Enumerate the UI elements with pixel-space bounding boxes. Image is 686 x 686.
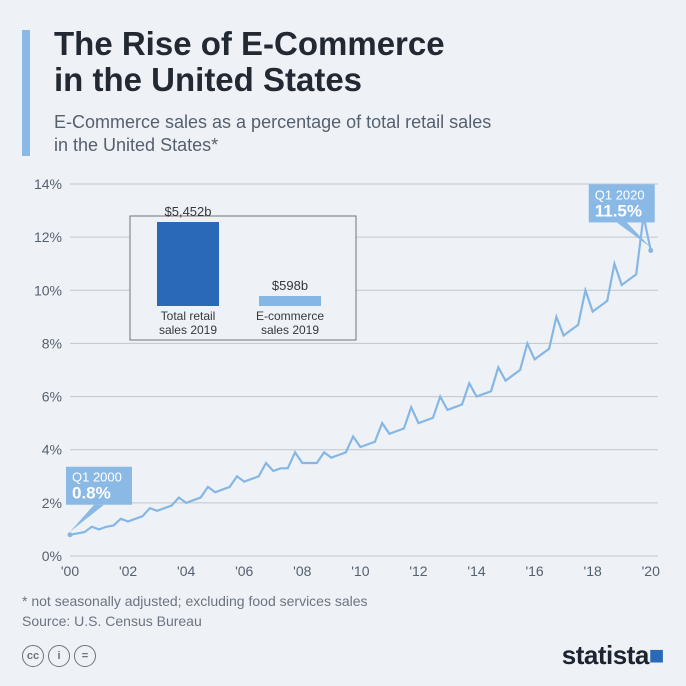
svg-text:11.5%: 11.5% [595, 201, 642, 220]
title-line2: in the United States [54, 61, 362, 98]
svg-text:'10: '10 [351, 563, 369, 579]
accent-bar [22, 30, 30, 156]
svg-text:0%: 0% [42, 548, 62, 564]
svg-text:$5,452b: $5,452b [165, 204, 212, 219]
line-chart: 0% 2% 4% 6% 8% 10% 12% 14% '00 '02 '04 '06 '08 '10 '12… [22, 178, 664, 582]
svg-text:'20: '20 [642, 563, 660, 579]
subtitle-line1: E-Commerce sales as a percentage of tota… [54, 112, 491, 132]
page-subtitle: E-Commerce sales as a percentage of tota… [36, 111, 650, 158]
svg-text:'12: '12 [409, 563, 427, 579]
svg-text:12%: 12% [34, 229, 62, 245]
attribution-icon: i [48, 645, 70, 667]
svg-text:'14: '14 [467, 563, 485, 579]
page-title: The Rise of E-Commerce in the United Sta… [36, 26, 650, 99]
cc-license-icons: cc i = [22, 645, 96, 667]
svg-text:'18: '18 [584, 563, 602, 579]
svg-text:sales 2019: sales 2019 [261, 323, 319, 337]
svg-text:Total retail: Total retail [161, 309, 216, 323]
brand-logo: statista■ [562, 640, 664, 671]
footer: * not seasonally adjusted; excluding foo… [22, 592, 664, 631]
svg-text:10%: 10% [34, 282, 62, 298]
svg-text:sales 2019: sales 2019 [159, 323, 217, 337]
title-line1: The Rise of E-Commerce [54, 25, 445, 62]
svg-text:4%: 4% [42, 442, 62, 458]
svg-text:'16: '16 [525, 563, 543, 579]
svg-text:2%: 2% [42, 495, 62, 511]
svg-text:0.8%: 0.8% [72, 484, 111, 503]
svg-text:'02: '02 [119, 563, 137, 579]
cc-icon: cc [22, 645, 44, 667]
svg-text:Q1 2020: Q1 2020 [595, 187, 645, 202]
nd-icon: = [74, 645, 96, 667]
svg-text:'04: '04 [177, 563, 195, 579]
footnote: * not seasonally adjusted; excluding foo… [22, 592, 664, 612]
svg-text:E-commerce: E-commerce [256, 309, 324, 323]
svg-text:'08: '08 [293, 563, 311, 579]
svg-text:$598b: $598b [272, 278, 308, 293]
svg-text:Q1 2000: Q1 2000 [72, 470, 122, 485]
svg-text:6%: 6% [42, 389, 62, 405]
source: Source: U.S. Census Bureau [22, 612, 664, 632]
svg-text:14%: 14% [34, 178, 62, 192]
svg-text:8%: 8% [42, 335, 62, 351]
svg-text:'00: '00 [61, 563, 79, 579]
subtitle-line2: in the United States* [54, 135, 218, 155]
svg-text:'06: '06 [235, 563, 253, 579]
